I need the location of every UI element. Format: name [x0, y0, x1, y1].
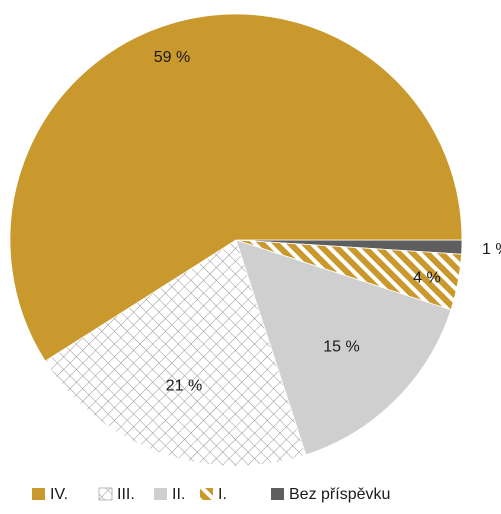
legend-label-bez-prispevku: Bez příspěvku	[289, 486, 390, 503]
legend-label-i: I.	[218, 486, 227, 503]
slice-label-ii: 15 %	[323, 338, 359, 355]
legend-swatch-iv	[32, 488, 45, 500]
legend: IV. III. II. I. Bez příspěvku	[32, 486, 390, 503]
legend-label-ii: II.	[172, 486, 185, 503]
legend-item-iii: III.	[98, 486, 135, 503]
pie-slices	[9, 13, 463, 467]
slice-label-bez-prispevku: 1 %	[482, 241, 501, 258]
slice-label-iii: 21 %	[166, 378, 202, 395]
pie-slice-iv	[9, 13, 463, 362]
legend-swatch-bez-prispevku	[271, 488, 284, 500]
legend-label-iii: III.	[117, 486, 135, 503]
legend-item-i: I.	[200, 486, 227, 503]
slice-label-iv: 59 %	[154, 49, 190, 66]
legend-item-iv: IV.	[32, 486, 68, 503]
pie-slice-iii	[44, 239, 307, 467]
legend-item-ii: II.	[154, 486, 185, 503]
legend-swatch-i	[200, 488, 213, 500]
slice-labels: 1 % 4 % 15 % 21 % 59 %	[154, 49, 501, 395]
legend-label-iv: IV.	[50, 486, 68, 503]
legend-swatch-ii	[154, 488, 167, 500]
legend-item-bez-prispevku: Bez příspěvku	[271, 486, 390, 503]
slice-label-i: 4 %	[413, 269, 441, 286]
pie-slice-ii	[235, 239, 452, 456]
legend-swatch-iii	[98, 487, 113, 501]
